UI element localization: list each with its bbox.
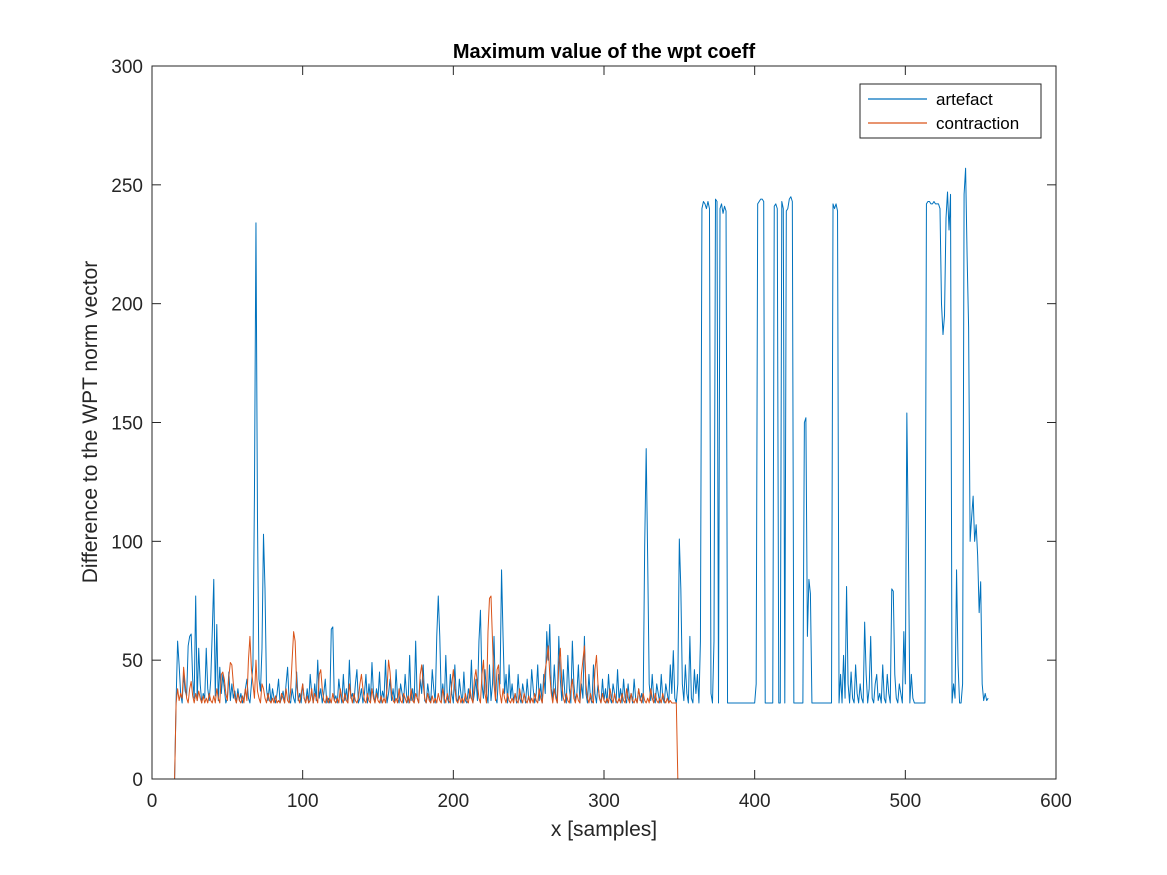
y-tick-label: 0 (132, 770, 143, 791)
x-tick-label: 100 (287, 791, 319, 812)
chart-title: Maximum value of the wpt coeff (453, 41, 756, 63)
x-axis: 0 100 200 300 400 500 600 (147, 66, 1072, 812)
y-tick-label: 50 (122, 651, 143, 672)
legend-box (859, 83, 1042, 139)
x-tick-label: 200 (437, 791, 469, 812)
y-axis: 0 50 100 150 200 250 300 (111, 57, 1056, 791)
y-tick-label: 150 (111, 414, 143, 435)
series-line-contraction (152, 595, 989, 780)
y-tick-label: 200 (111, 295, 143, 316)
legend-label-contraction: contraction (936, 114, 1019, 133)
legend: artefact contraction (859, 83, 1042, 139)
x-tick-label: 300 (588, 791, 620, 812)
y-tick-label: 250 (111, 176, 143, 197)
y-tick-label: 300 (111, 57, 143, 78)
y-tick-label: 100 (111, 532, 143, 553)
x-tick-label: 600 (1040, 791, 1072, 812)
x-tick-label: 400 (739, 791, 771, 812)
x-axis-label: x [samples] (551, 818, 657, 841)
y-axis-label: Difference to the WPT norm vector (79, 261, 102, 584)
legend-label-artefact: artefact (936, 90, 993, 109)
x-tick-label: 500 (889, 791, 921, 812)
x-tick-label: 0 (147, 791, 158, 812)
series-layer (152, 167, 989, 780)
